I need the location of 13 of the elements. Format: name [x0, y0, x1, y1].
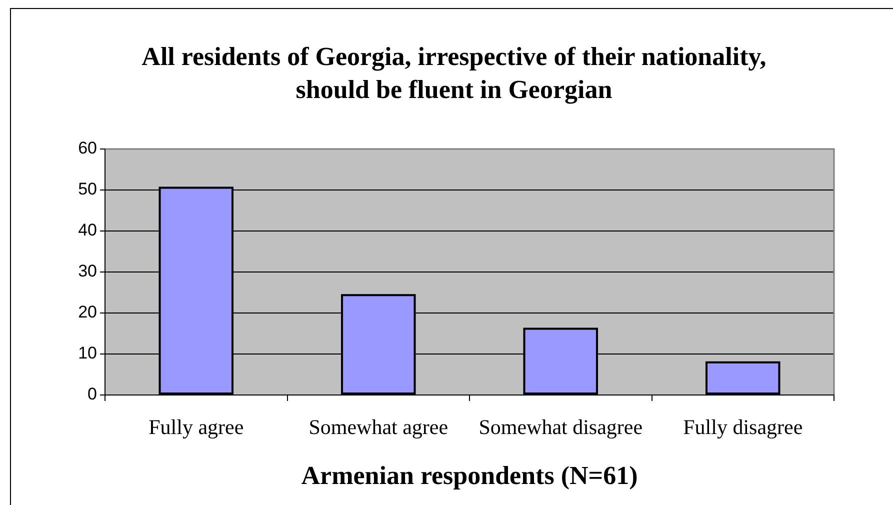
x-axis-title: Armenian respondents (N=61) [301, 461, 638, 490]
y-tick-label: 50 [78, 180, 97, 199]
y-tick-label: 40 [78, 220, 97, 240]
x-tick-label: Somewhat agree [308, 415, 448, 440]
y-tick-label: 10 [78, 344, 97, 363]
x-tick-label: Somewhat disagree [478, 415, 643, 440]
y-tick-label: 0 [88, 384, 97, 404]
y-tick-label: 60 [78, 138, 97, 158]
y-tick-label: 30 [78, 262, 97, 281]
x-tick-label: Fully agree [148, 415, 244, 440]
chart-title: All residents of Georgia, irrespective of their nationality, should be fluent in Georgian [140, 41, 768, 106]
y-tick-label: 20 [78, 302, 97, 322]
x-tick-label: Fully disagree [683, 415, 803, 440]
